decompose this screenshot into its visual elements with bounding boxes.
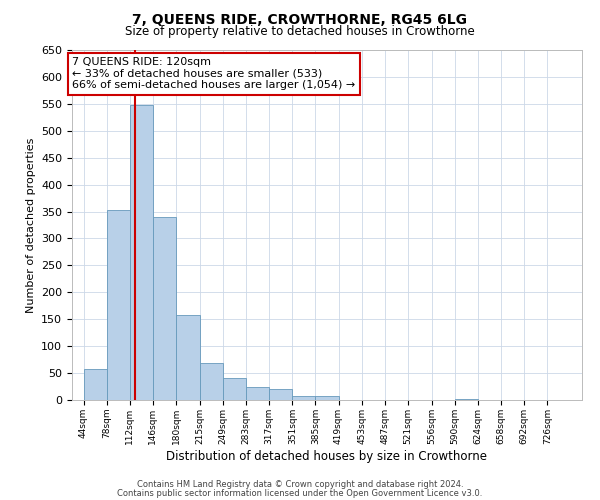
Bar	[246, 386, 269, 400]
Bar	[223, 378, 246, 400]
Bar	[153, 217, 176, 400]
Bar	[269, 389, 292, 400]
Text: 7, QUEENS RIDE, CROWTHORNE, RG45 6LG: 7, QUEENS RIDE, CROWTHORNE, RG45 6LG	[133, 12, 467, 26]
X-axis label: Distribution of detached houses by size in Crowthorne: Distribution of detached houses by size …	[167, 450, 487, 462]
Text: Contains HM Land Registry data © Crown copyright and database right 2024.: Contains HM Land Registry data © Crown c…	[137, 480, 463, 489]
Text: Contains public sector information licensed under the Open Government Licence v3: Contains public sector information licen…	[118, 489, 482, 498]
Text: Size of property relative to detached houses in Crowthorne: Size of property relative to detached ho…	[125, 25, 475, 38]
Y-axis label: Number of detached properties: Number of detached properties	[26, 138, 35, 312]
Bar	[176, 316, 200, 400]
Bar	[455, 399, 478, 400]
Bar	[83, 370, 107, 400]
Bar	[200, 364, 223, 400]
Bar	[316, 396, 338, 400]
Bar	[292, 396, 316, 400]
Bar	[107, 210, 130, 400]
Bar	[130, 106, 153, 400]
Text: 7 QUEENS RIDE: 120sqm
← 33% of detached houses are smaller (533)
66% of semi-det: 7 QUEENS RIDE: 120sqm ← 33% of detached …	[72, 57, 355, 90]
